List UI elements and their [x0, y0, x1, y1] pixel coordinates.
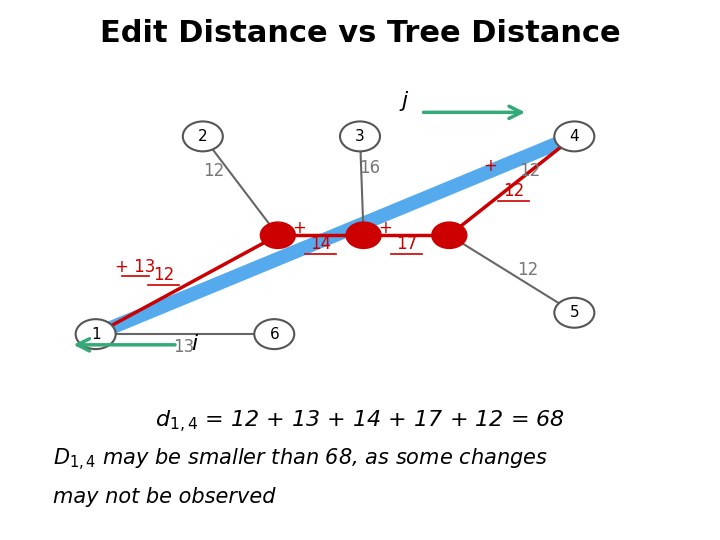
Text: +: + — [483, 157, 497, 175]
Text: 5: 5 — [570, 305, 579, 320]
Text: j: j — [401, 91, 408, 111]
Circle shape — [554, 298, 594, 328]
Circle shape — [76, 319, 116, 349]
Circle shape — [554, 122, 594, 151]
Text: 16: 16 — [359, 159, 380, 178]
Text: 12: 12 — [153, 266, 174, 285]
Text: 3: 3 — [355, 129, 365, 144]
Text: 12: 12 — [203, 162, 224, 180]
Text: 2: 2 — [198, 129, 207, 144]
Text: Edit Distance vs Tree Distance: Edit Distance vs Tree Distance — [99, 19, 621, 48]
Text: 12: 12 — [503, 182, 524, 200]
Text: 6: 6 — [269, 327, 279, 342]
Text: 13: 13 — [173, 339, 194, 356]
Circle shape — [183, 122, 222, 151]
Circle shape — [432, 222, 467, 248]
Text: $D_{1,4}$ may be smaller than 68, as some changes: $D_{1,4}$ may be smaller than 68, as som… — [53, 447, 548, 473]
Circle shape — [254, 319, 294, 349]
Text: + 13: + 13 — [114, 258, 155, 276]
Text: 14: 14 — [310, 235, 331, 253]
Text: +: + — [292, 219, 306, 237]
Text: i: i — [192, 334, 197, 354]
Circle shape — [340, 122, 380, 151]
Text: may not be observed: may not be observed — [53, 487, 275, 507]
Text: 12: 12 — [519, 162, 541, 180]
Text: 4: 4 — [570, 129, 579, 144]
Text: 1: 1 — [91, 327, 101, 342]
Text: +: + — [378, 219, 392, 237]
Text: 12: 12 — [517, 261, 539, 279]
Circle shape — [261, 222, 295, 248]
Text: $d_{1,4}$ = 12 + 13 + 14 + 17 + 12 = 68: $d_{1,4}$ = 12 + 13 + 14 + 17 + 12 = 68 — [155, 409, 565, 435]
Circle shape — [346, 222, 381, 248]
Text: 17: 17 — [396, 235, 417, 253]
